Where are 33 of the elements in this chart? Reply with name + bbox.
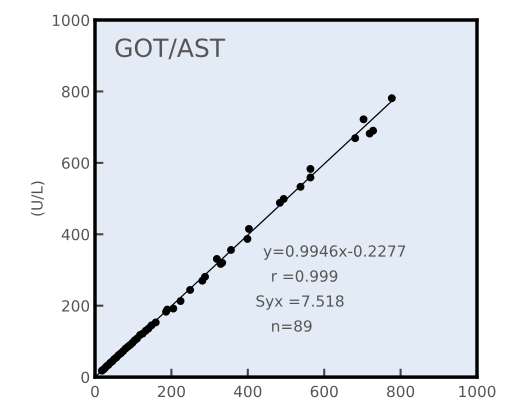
point [227, 246, 235, 254]
y-tick-label: 1000 [52, 14, 90, 26]
point [169, 304, 178, 312]
point [176, 297, 185, 305]
annotation: n=89 [272, 320, 312, 332]
point [306, 174, 314, 182]
point [276, 198, 284, 207]
text: GOT/AST [116, 38, 226, 60]
y-tick-label: 0 [81, 372, 90, 384]
x-tick-label: 800 [387, 386, 414, 398]
point [244, 224, 253, 233]
point [388, 94, 396, 102]
annotation: Syx =7.518 [256, 295, 344, 310]
y-axis-title: (U/L) [30, 182, 45, 216]
point [360, 115, 368, 124]
point [198, 276, 206, 285]
point [366, 130, 374, 138]
point [306, 164, 314, 173]
x-tick-label: 0 [91, 386, 99, 398]
y-tick-label: 200 [62, 300, 90, 312]
y-tick-label: 600 [62, 157, 90, 169]
point [296, 182, 304, 191]
y-tick-label: 400 [62, 228, 90, 240]
point [243, 234, 252, 243]
x-tick-label: 1000 [459, 386, 496, 398]
annotation: r =0.999 [272, 270, 338, 282]
x-tick-label: 200 [158, 386, 185, 398]
x-tick-label: 400 [234, 386, 262, 398]
point [186, 286, 194, 294]
annotation: y=0.9946x-0.2277 [264, 245, 406, 260]
x-tick-label: 600 [310, 386, 338, 398]
y-tick-label: 800 [62, 86, 90, 98]
point [351, 134, 360, 142]
